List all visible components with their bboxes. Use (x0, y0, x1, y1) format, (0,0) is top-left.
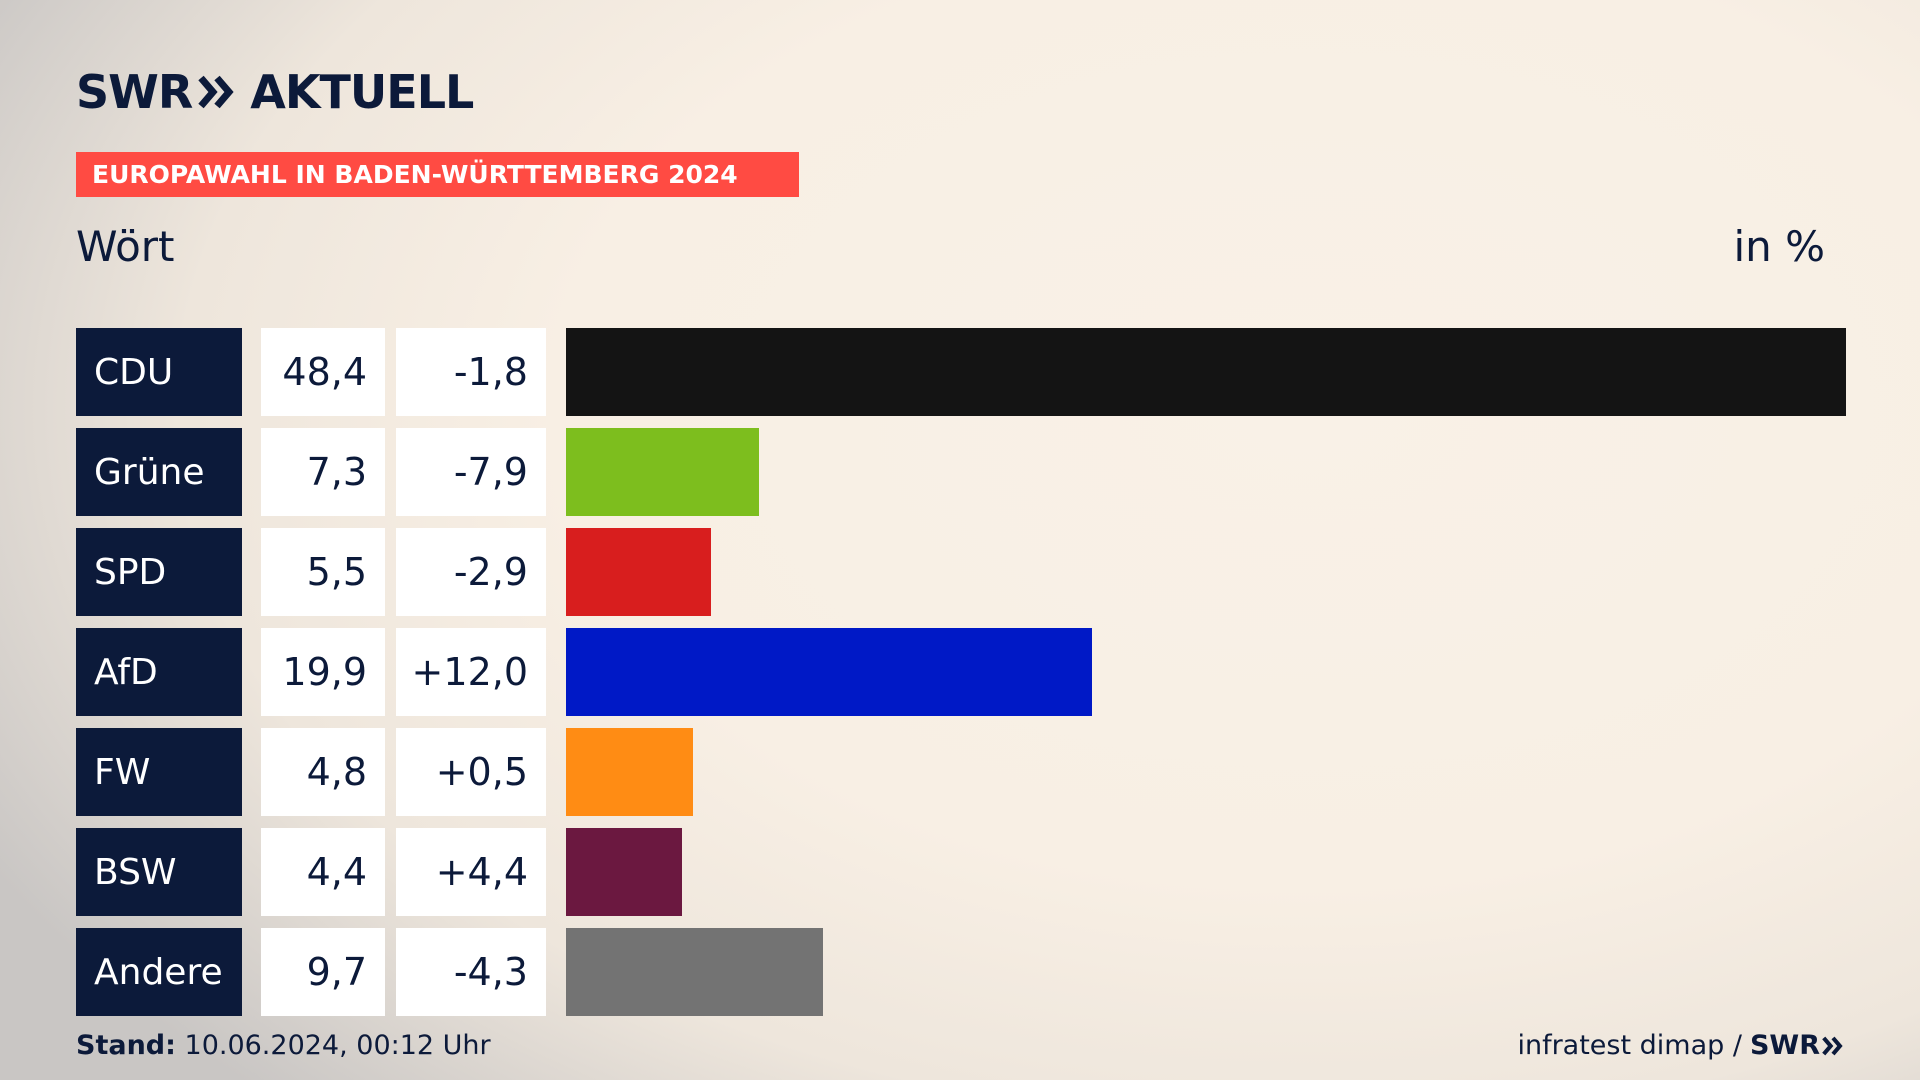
result-bar (566, 628, 1092, 716)
swr-small-text: SWR (1749, 1030, 1820, 1061)
vote-share-value: 5,5 (261, 528, 385, 616)
result-bar (566, 328, 1846, 416)
change-value: -7,9 (396, 428, 546, 516)
result-bar (566, 528, 711, 616)
vote-share-value: 7,3 (261, 428, 385, 516)
chart-row: SPD 5,5 -2,9 (76, 528, 1846, 616)
party-label: SPD (76, 528, 242, 616)
double-chevron-small-icon (1822, 1036, 1843, 1055)
double-chevron-icon (198, 74, 236, 110)
region-title: Wört (76, 222, 175, 271)
change-value: +4,4 (396, 828, 546, 916)
result-bar (566, 928, 823, 1016)
swr-aktuell-logo: SWR AKTUELL (76, 65, 474, 119)
change-value: +12,0 (396, 628, 546, 716)
source-text: infratest dimap / (1517, 1030, 1742, 1061)
change-value: -2,9 (396, 528, 546, 616)
vote-share-value: 48,4 (261, 328, 385, 416)
party-label: AfD (76, 628, 242, 716)
timestamp: Stand: 10.06.2024, 00:12 Uhr (76, 1030, 491, 1061)
change-value: -1,8 (396, 328, 546, 416)
party-label: Andere (76, 928, 242, 1016)
party-label: BSW (76, 828, 242, 916)
aktuell-logo-text: AKTUELL (250, 65, 474, 119)
party-label: FW (76, 728, 242, 816)
result-bar (566, 828, 682, 916)
vote-share-value: 19,9 (261, 628, 385, 716)
stand-value: 10.06.2024, 00:12 Uhr (184, 1030, 491, 1061)
result-bar (566, 428, 759, 516)
chart-row: BSW 4,4 +4,4 (76, 828, 1846, 916)
party-label: Grüne (76, 428, 242, 516)
stand-label: Stand: (76, 1030, 176, 1061)
vote-share-value: 4,4 (261, 828, 385, 916)
source-credit: infratest dimap / SWR (1517, 1030, 1844, 1061)
headline-text: EUROPAWAHL IN BADEN-WÜRTTEMBERG 2024 (92, 160, 738, 189)
chart-row: CDU 48,4 -1,8 (76, 328, 1846, 416)
swr-logo-text: SWR (76, 65, 193, 119)
chart-row: AfD 19,9 +12,0 (76, 628, 1846, 716)
chart-row: Andere 9,7 -4,3 (76, 928, 1846, 1016)
party-label: CDU (76, 328, 242, 416)
chart-row: Grüne 7,3 -7,9 (76, 428, 1846, 516)
vote-share-value: 9,7 (261, 928, 385, 1016)
unit-label: in % (1733, 222, 1825, 271)
swr-small-logo: SWR (1750, 1030, 1844, 1061)
change-value: +0,5 (396, 728, 546, 816)
change-value: -4,3 (396, 928, 546, 1016)
headline-banner: EUROPAWAHL IN BADEN-WÜRTTEMBERG 2024 (76, 152, 799, 197)
result-bar (566, 728, 693, 816)
vote-share-value: 4,8 (261, 728, 385, 816)
chart-row: FW 4,8 +0,5 (76, 728, 1846, 816)
